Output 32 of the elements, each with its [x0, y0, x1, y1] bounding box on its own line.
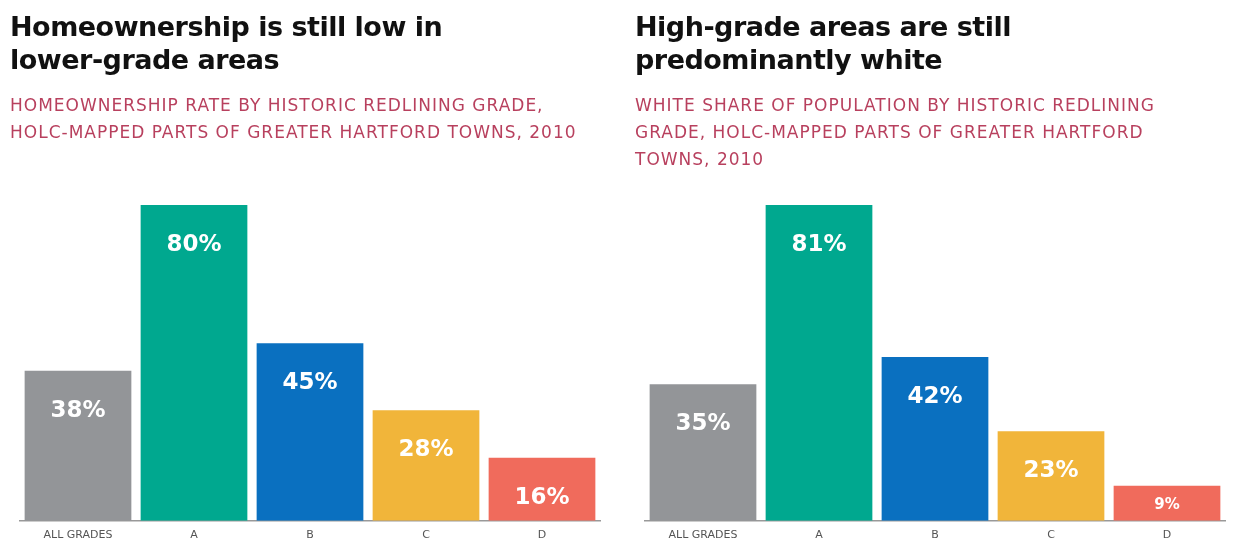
- x-tick-label: A: [190, 528, 199, 542]
- bar: [997, 431, 1105, 521]
- data-label: 38%: [50, 395, 106, 422]
- x-tick-label: A: [815, 528, 824, 542]
- chart-subtitle: WHITE SHARE OF POPULATION BY HISTORIC REDLINING GRADE, HOLC-MAPPED PARTS OF GREATER HARTFORD TOWNS, 2010: [635, 94, 1156, 171]
- bar: [488, 457, 596, 521]
- data-label: 35%: [675, 409, 731, 436]
- data-label: 16%: [514, 482, 570, 509]
- chart-title: High-grade areas are still predominantly white: [635, 10, 1013, 76]
- chart-subtitle: HOMEOWNERSHIP RATE BY HISTORIC REDLINING GRADE, HOLC-MAPPED PARTS OF GREATER HARTFORD TOWNS, 2010: [10, 94, 578, 144]
- data-label: 42%: [907, 382, 963, 409]
- chart-title: Homeownership is still low in lower-grade areas: [10, 10, 444, 76]
- data-label: 23%: [1023, 456, 1079, 483]
- data-label: 80%: [166, 229, 222, 256]
- data-label: 45%: [282, 368, 338, 395]
- x-tick-label: ALL GRADES: [668, 528, 738, 542]
- data-label: 28%: [398, 435, 454, 462]
- bar: [765, 205, 873, 521]
- x-tick-label: C: [422, 528, 431, 542]
- bar: [881, 357, 989, 521]
- x-tick-label: D: [537, 528, 547, 542]
- bar: [1113, 485, 1221, 521]
- x-tick-label: D: [1162, 528, 1172, 542]
- x-tick-label: B: [306, 528, 314, 542]
- x-tick-label: ALL GRADES: [43, 528, 113, 542]
- data-label: 81%: [791, 229, 847, 256]
- x-tick-label: B: [931, 528, 939, 542]
- data-label: 9%: [1154, 495, 1180, 514]
- x-tick-label: C: [1047, 528, 1056, 542]
- bar: [140, 205, 248, 521]
- bar: [372, 410, 480, 521]
- bar: [256, 343, 364, 521]
